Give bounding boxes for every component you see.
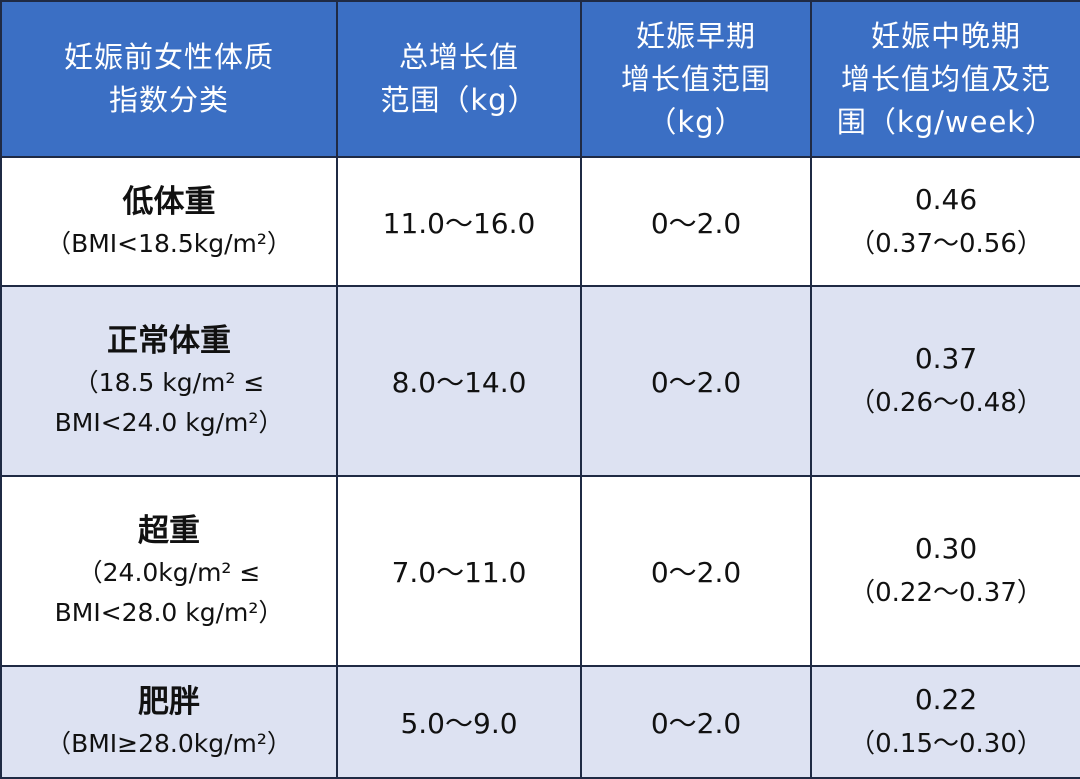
table-header-row: 妊娠前女性体质 指数分类 总增长值 范围（kg） 妊娠早期 增长值范围 （kg）… xyxy=(0,0,1080,158)
table-row: 肥胖 （BMI≥28.0kg/m²） 5.0～9.0 0～2.0 0.22 （0… xyxy=(0,665,1080,779)
bmi-range-text: （BMI≥28.0kg/m²） xyxy=(46,729,292,758)
bmi-range-text: （BMI<18.5kg/m²） xyxy=(46,228,292,258)
header-text: 增长值范围 xyxy=(620,61,771,96)
header-text: 增长值均值及范 xyxy=(840,61,1051,96)
header-text: 围（kg/week） xyxy=(836,104,1056,139)
header-early-gain-range: 妊娠早期 增长值范围 （kg） xyxy=(580,0,812,158)
header-text: 指数分类 xyxy=(108,83,229,117)
bmi-range-text: BMI<24.0 kg/m²） xyxy=(54,408,284,437)
header-text: 妊娠中晚期 xyxy=(870,18,1021,53)
early-gain-cell: 0～2.0 xyxy=(580,156,812,287)
header-total-gain-range: 总增长值 范围（kg） xyxy=(336,0,582,158)
bmi-category-cell: 超重 （24.0kg/m² ≤ BMI<28.0 kg/m²） xyxy=(0,475,338,667)
total-gain-cell: 8.0～14.0 xyxy=(336,285,582,477)
early-gain-cell: 0～2.0 xyxy=(580,665,812,779)
early-gain-cell: 0～2.0 xyxy=(580,475,812,667)
bmi-category-cell: 低体重 （BMI<18.5kg/m²） xyxy=(0,156,338,287)
early-gain-value: 0～2.0 xyxy=(650,707,742,740)
header-text: 总增长值 xyxy=(398,40,519,74)
category-name: 正常体重 xyxy=(107,323,231,359)
bmi-range-text: （18.5 kg/m² ≤ xyxy=(73,368,265,397)
early-gain-value: 0～2.0 xyxy=(650,366,742,399)
category-name: 低体重 xyxy=(122,183,216,220)
mid-late-range-value: （0.15～0.30） xyxy=(849,729,1043,759)
category-name: 超重 xyxy=(138,513,200,549)
total-gain-value: 11.0～16.0 xyxy=(382,206,536,240)
mid-late-mean-value: 0.37 xyxy=(914,342,978,375)
mid-late-range-value: （0.22～0.37） xyxy=(849,578,1043,608)
total-gain-value: 7.0～11.0 xyxy=(391,556,527,589)
mid-late-mean-value: 0.46 xyxy=(914,182,978,216)
table-row: 超重 （24.0kg/m² ≤ BMI<28.0 kg/m²） 7.0～11.0… xyxy=(0,475,1080,667)
table-row: 低体重 （BMI<18.5kg/m²） 11.0～16.0 0～2.0 0.46… xyxy=(0,156,1080,287)
total-gain-cell: 11.0～16.0 xyxy=(336,156,582,287)
mid-late-gain-cell: 0.46 （0.37～0.56） xyxy=(810,156,1080,287)
total-gain-value: 8.0～14.0 xyxy=(391,366,527,399)
bmi-category-cell: 肥胖 （BMI≥28.0kg/m²） xyxy=(0,665,338,779)
mid-late-gain-cell: 0.30 （0.22～0.37） xyxy=(810,475,1080,667)
total-gain-cell: 7.0～11.0 xyxy=(336,475,582,667)
early-gain-cell: 0～2.0 xyxy=(580,285,812,477)
mid-late-gain-cell: 0.22 （0.15～0.30） xyxy=(810,665,1080,779)
table-row: 正常体重 （18.5 kg/m² ≤ BMI<24.0 kg/m²） 8.0～1… xyxy=(0,285,1080,477)
header-text: 范围（kg） xyxy=(380,83,538,117)
header-text: 妊娠早期 xyxy=(635,18,756,53)
header-mid-late-weekly-gain: 妊娠中晚期 增长值均值及范 围（kg/week） xyxy=(810,0,1080,158)
early-gain-value: 0～2.0 xyxy=(650,206,742,240)
early-gain-value: 0～2.0 xyxy=(650,556,742,589)
category-name: 肥胖 xyxy=(138,684,200,720)
mid-late-range-value: （0.37～0.56） xyxy=(849,228,1043,259)
bmi-range-text: （24.0kg/m² ≤ xyxy=(77,558,261,587)
mid-late-gain-cell: 0.37 （0.26～0.48） xyxy=(810,285,1080,477)
bmi-category-cell: 正常体重 （18.5 kg/m² ≤ BMI<24.0 kg/m²） xyxy=(0,285,338,477)
mid-late-range-value: （0.26～0.48） xyxy=(849,388,1043,418)
mid-late-mean-value: 0.30 xyxy=(914,532,978,565)
header-bmi-category: 妊娠前女性体质 指数分类 xyxy=(0,0,338,158)
header-text: （kg） xyxy=(647,104,745,139)
total-gain-value: 5.0～9.0 xyxy=(400,707,518,740)
mid-late-mean-value: 0.22 xyxy=(914,683,978,716)
bmi-range-text: BMI<28.0 kg/m²） xyxy=(54,598,284,627)
total-gain-cell: 5.0～9.0 xyxy=(336,665,582,779)
header-text: 妊娠前女性体质 xyxy=(63,40,274,74)
